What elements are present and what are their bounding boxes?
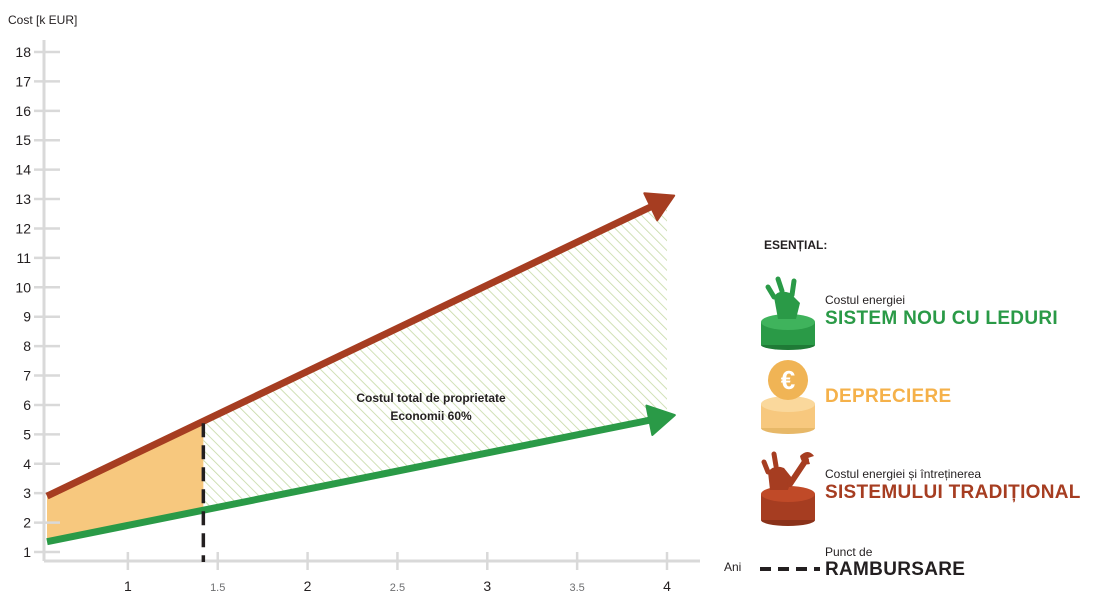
- payback-legend-small: Punct de: [825, 545, 873, 559]
- annotation-line-2: Economii 60%: [390, 409, 472, 423]
- legend-traditional-small: Costul energiei și întreținerea: [825, 467, 982, 481]
- y-tick-label: 4: [23, 456, 31, 472]
- led-series-line: [46, 416, 653, 546]
- x-axis-label: Ani: [724, 560, 741, 574]
- y-tick-label: 10: [15, 279, 31, 295]
- x-tick-label: 3: [483, 578, 491, 591]
- y-tick-label: 1: [23, 544, 31, 560]
- y-tick-label: 5: [23, 426, 31, 442]
- traditional-series-arrowhead: [643, 192, 676, 222]
- y-tick-label: 15: [15, 132, 31, 148]
- y-tick-label: 6: [23, 397, 31, 413]
- y-tick-label: 14: [15, 162, 31, 178]
- legend: ESENȚIAL: Costul energiei SISTEM NOU CU …: [760, 0, 1105, 591]
- y-tick-label: 9: [23, 309, 31, 325]
- legend-title: ESENȚIAL:: [764, 238, 828, 252]
- y-tick-label: 16: [15, 103, 31, 119]
- y-tick-label: 2: [23, 515, 31, 531]
- y-tick-label: 17: [15, 73, 31, 89]
- led-series-arrowhead: [645, 404, 676, 436]
- wrench-plug-icon: [761, 451, 815, 526]
- x-tick-label: 4: [663, 578, 671, 591]
- y-tick-label: 7: [23, 368, 31, 384]
- x-tick-label: 2.5: [390, 582, 405, 591]
- y-axis-label: Cost [k EUR]: [8, 13, 77, 27]
- savings-hatched-area: [203, 199, 667, 511]
- svg-text:€: €: [781, 365, 795, 395]
- x-tick-label: 3.5: [569, 582, 584, 591]
- y-tick-label: 8: [23, 338, 31, 354]
- y-tick-label: 3: [23, 485, 31, 501]
- legend-depreciation-big: DEPRECIERE: [825, 386, 952, 407]
- x-tick-label: 1.5: [210, 582, 225, 591]
- legend-led-big: SISTEM NOU CU LEDURI: [825, 308, 1058, 329]
- legend-led-small: Costul energiei: [825, 293, 906, 307]
- payback-legend-big: RAMBURSARE: [825, 559, 966, 580]
- depreciation-area: [47, 421, 204, 542]
- plug-icon: [761, 276, 815, 350]
- traditional-series-line: [45, 202, 655, 500]
- y-tick-label: 12: [15, 220, 31, 236]
- y-tick-label: 11: [16, 250, 31, 266]
- y-tick-label: 13: [15, 191, 31, 207]
- x-tick-label: 1: [124, 578, 132, 591]
- x-tick-label: 2: [304, 578, 312, 591]
- payback-legend-line: [760, 567, 820, 571]
- y-tick-label: 18: [15, 44, 31, 60]
- annotation-line-1: Costul total de proprietate: [356, 391, 506, 405]
- euro-coin-icon: €: [761, 360, 815, 434]
- legend-traditional-big: SISTEMULUI TRADIȚIONAL: [825, 482, 1081, 503]
